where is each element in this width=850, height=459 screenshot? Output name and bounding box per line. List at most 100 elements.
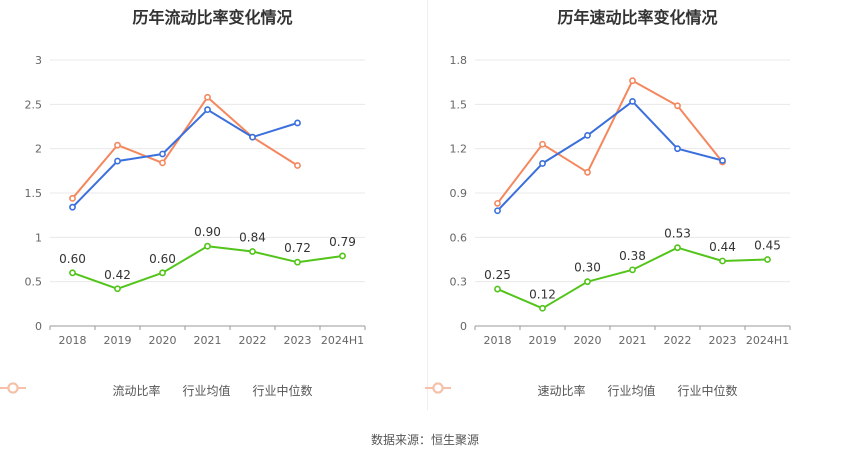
series-line (71, 108, 298, 208)
x-tick-label: 2022 (664, 334, 692, 347)
data-point (539, 304, 546, 312)
data-point (249, 133, 256, 141)
data-point (629, 97, 636, 105)
data-label: 0.53 (664, 227, 691, 241)
legend-item-industry-mean[interactable]: 行业均值 (425, 382, 656, 399)
data-point (114, 285, 121, 293)
x-tick-label: 2024H1 (321, 334, 364, 347)
series-line (496, 79, 724, 204)
data-point (249, 248, 256, 255)
data-label: 0.25 (484, 268, 511, 282)
data-point (294, 258, 301, 266)
legend-item-industry-median[interactable]: 行业中位数 (425, 382, 738, 399)
data-point (204, 242, 211, 250)
y-tick-label: 1 (35, 231, 42, 244)
data-point (494, 285, 501, 293)
data-point (69, 194, 76, 202)
x-tick-label: 2024H1 (746, 334, 789, 347)
x-tick-label: 2019 (104, 334, 132, 347)
data-point (204, 106, 211, 114)
y-tick-label: 0.5 (25, 276, 43, 289)
x-tick-label: 2020 (574, 334, 602, 347)
x-tick-label: 2022 (239, 334, 267, 347)
y-tick-label: 1.2 (450, 143, 468, 156)
data-label: 0.12 (529, 287, 556, 301)
x-tick-label: 2021 (194, 334, 222, 347)
data-point (584, 278, 591, 286)
data-label: 0.30 (574, 261, 601, 275)
data-point (539, 160, 546, 167)
data-label: 0.38 (619, 249, 646, 263)
legend-label: 流动比率 (112, 384, 161, 398)
data-point (764, 256, 771, 263)
current-ratio-chart-panel: 历年流动比率变化情况 0 0.5 1 1.5 2 2.5 3 2018 2019 2020 2021… (0, 0, 425, 420)
data-point (674, 244, 681, 252)
y-tick-label: 2 (35, 143, 42, 156)
data-point (114, 141, 121, 149)
legend-item-industry-median[interactable]: 行业中位数 (0, 382, 313, 399)
y-tick-label: 0 (35, 320, 42, 333)
legend-label: 行业中位数 (252, 384, 313, 398)
y-tick-label: 1.5 (25, 187, 43, 200)
data-point (629, 77, 636, 85)
x-tick-label: 2023 (284, 334, 312, 347)
legend-line-icon (425, 382, 451, 394)
data-point (69, 269, 76, 277)
data-label: 0.42 (104, 268, 131, 282)
data-point (719, 257, 726, 265)
data-label: 0.79 (329, 235, 356, 249)
data-point (674, 102, 681, 110)
y-tick-label: 3 (35, 54, 42, 67)
data-point (69, 203, 76, 211)
chart-title: 历年流动比率变化情况 (132, 8, 293, 27)
data-point (629, 266, 636, 274)
data-point (584, 131, 591, 139)
data-point (539, 140, 546, 148)
legend-line-icon (0, 382, 26, 394)
data-label: 0.60 (149, 252, 176, 266)
legend-label: 行业均值 (182, 384, 231, 398)
y-tick-label: 0.3 (450, 276, 468, 289)
legend-label: 行业中位数 (677, 384, 738, 398)
chart-title: 历年速动比率变化情况 (557, 8, 718, 27)
data-point (494, 207, 501, 215)
chart-legend: 速动比率 行业均值 行业中位数 (425, 382, 850, 399)
data-label: 0.44 (709, 240, 736, 254)
data-label: 0.72 (284, 241, 311, 255)
data-label: 0.45 (754, 239, 781, 253)
x-tick-label: 2023 (709, 334, 737, 347)
chart-legend: 流动比率 行业均值 行业中位数 (0, 382, 425, 399)
y-tick-label: 1.5 (450, 98, 468, 111)
data-point (159, 269, 166, 277)
y-tick-label: 0 (460, 320, 467, 333)
legend-item-industry-mean[interactable]: 行业均值 (0, 382, 231, 399)
legend-item-quick-ratio[interactable]: 速动比率 (425, 382, 586, 399)
legend-item-current-ratio[interactable]: 流动比率 (0, 382, 161, 399)
data-label: 0.84 (239, 231, 266, 245)
quick-ratio-chart-panel: 历年速动比率变化情况 0 0.3 0.6 0.9 1.2 1.5 1.8 2018 2019 20… (425, 0, 850, 420)
data-point (204, 93, 211, 101)
legend-label: 速动比率 (537, 384, 586, 398)
x-tick-label: 2020 (149, 334, 177, 347)
data-point (114, 157, 121, 165)
series-line (496, 100, 723, 212)
current-ratio-chart: 0 0.5 1 1.5 2 2.5 3 2018 2019 2020 2021 2022 2023 202… (25, 54, 366, 347)
y-tick-label: 0.6 (450, 231, 468, 244)
data-label: 0.60 (59, 252, 86, 266)
data-point (159, 159, 166, 167)
data-point (584, 168, 591, 176)
data-point (674, 145, 681, 153)
x-tick-label: 2018 (484, 334, 512, 347)
x-tick-label: 2019 (529, 334, 557, 347)
data-point (494, 199, 501, 207)
legend-label: 行业均值 (607, 384, 656, 398)
data-point (339, 252, 346, 260)
x-tick-label: 2021 (619, 334, 647, 347)
quick-ratio-chart: 0 0.3 0.6 0.9 1.2 1.5 1.8 2018 2019 2020 2021 2022 2… (450, 54, 791, 347)
data-source-note: 数据来源：恒生聚源 (370, 433, 479, 447)
data-point (159, 150, 166, 158)
data-point (719, 157, 726, 164)
y-tick-label: 0.9 (450, 187, 468, 200)
panel-divider (427, 0, 428, 410)
data-point (294, 162, 301, 169)
